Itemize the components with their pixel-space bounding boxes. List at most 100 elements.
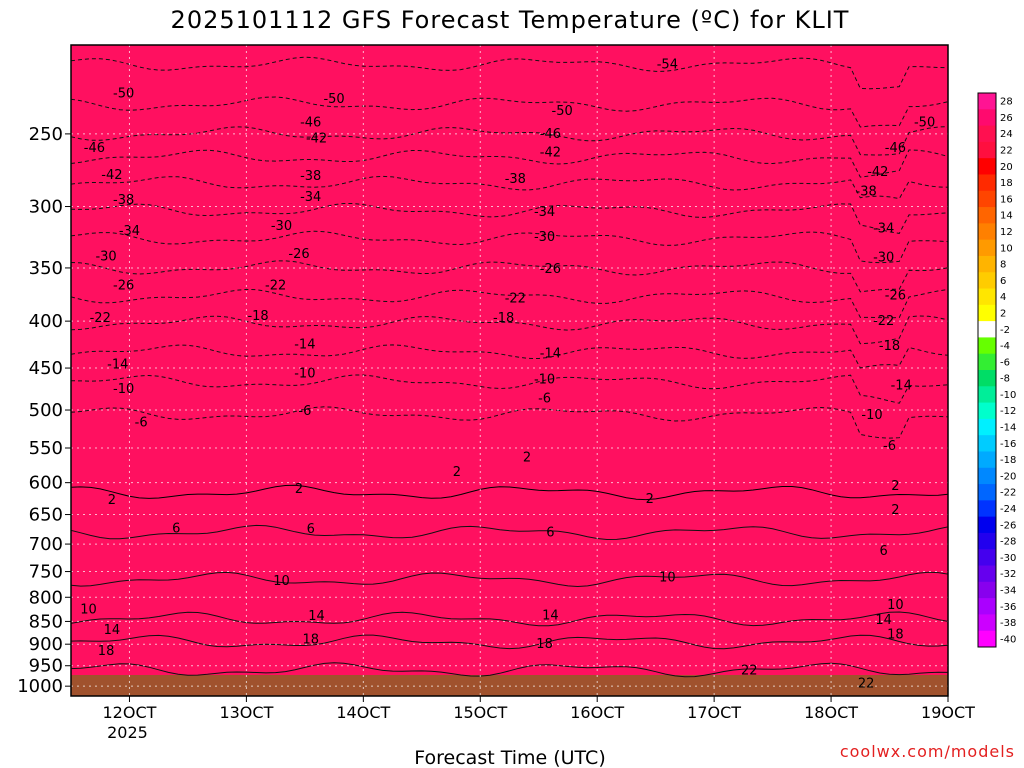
contour-label: 2 (891, 479, 899, 494)
colorbar-label: -40 (1000, 634, 1016, 645)
colorbar-swatch (978, 141, 996, 159)
contour-label: -42 (540, 146, 561, 161)
contour-label: 2 (646, 492, 654, 507)
contour-line (71, 344, 948, 369)
contour-label: -18 (879, 339, 900, 354)
contour-label: -34 (534, 205, 555, 220)
colorbar-label: -22 (1000, 488, 1016, 499)
colorbar-swatch (978, 288, 996, 306)
contour-label: -30 (534, 230, 555, 245)
contour-label: -22 (265, 279, 286, 294)
contour-label: -46 (885, 141, 906, 156)
contour-label: -6 (135, 416, 148, 431)
contour-label: 18 (302, 633, 319, 648)
colorbar-label: -26 (1000, 520, 1016, 531)
contour-label: 6 (546, 526, 554, 541)
y-tick-label: 700 (29, 534, 63, 555)
colorbar-swatch (978, 370, 996, 387)
colorbar-swatch (978, 239, 996, 257)
colorbar-label: -24 (1000, 504, 1016, 515)
y-tick-label: 350 (29, 258, 63, 279)
colorbar-label: 12 (1000, 227, 1013, 238)
contour-line (71, 260, 948, 293)
contour-label: -10 (861, 408, 882, 423)
contour-label: 10 (273, 574, 290, 589)
colorbar-label: 4 (1000, 292, 1006, 303)
contour-label: -6 (883, 439, 896, 454)
y-tick-label: 750 (29, 562, 63, 583)
contour-label: -10 (294, 366, 315, 381)
contour-line (71, 406, 948, 439)
colorbar-swatch (978, 174, 996, 192)
contour-label: -26 (885, 288, 906, 303)
y-tick-label: 550 (29, 438, 63, 459)
contour-label: -34 (300, 190, 321, 205)
contour-label: -34 (119, 224, 140, 239)
contour-label: -22 (873, 314, 894, 329)
contour-label: -50 (323, 92, 344, 107)
colorbar-label: 20 (1000, 162, 1013, 173)
contour-line (71, 126, 948, 156)
contour-label: 14 (104, 623, 121, 638)
contour-label: -14 (107, 357, 128, 372)
contour-label: 14 (308, 609, 325, 624)
colorbar-swatch (978, 614, 996, 632)
y-tick-label: 950 (29, 656, 63, 677)
y-tick-label: 650 (29, 505, 63, 526)
contour-label: -42 (306, 132, 327, 147)
contour-label: 6 (172, 521, 180, 536)
x-tick-label: 16OCT (570, 703, 624, 722)
contour-line (71, 56, 948, 90)
contour-label: 10 (887, 598, 904, 613)
colorbar: 28 26 24 22 20 18 16 14 12 10 8 6 4 2 -2 -4 -6 -8 -10 -12 -1… (977, 92, 1016, 648)
y-axis: 2503003504004505005506006507007508008509… (17, 124, 71, 697)
colorbar-swatch (978, 321, 996, 338)
contour-label: -26 (288, 247, 309, 262)
colorbar-label: 18 (1000, 178, 1013, 189)
contour-label: -46 (84, 141, 105, 156)
colorbar-frame (977, 92, 997, 648)
contour-label: -6 (538, 392, 551, 407)
colorbar-label: -36 (1000, 602, 1016, 613)
colorbar-label: -30 (1000, 553, 1016, 564)
contour-label: 18 (98, 644, 115, 659)
contour-label: 2 (108, 493, 116, 508)
colorbar-swatch (978, 516, 996, 534)
contour-label: -38 (505, 172, 526, 187)
y-tick-label: 600 (29, 473, 63, 494)
contour-label: -54 (657, 57, 678, 72)
contour-label: -18 (247, 309, 268, 324)
colorbar-swatch (978, 93, 996, 110)
colorbar-label: -2 (1000, 325, 1010, 336)
colorbar-swatch (978, 532, 996, 550)
colorbar-swatch (978, 125, 996, 143)
contour-label: -42 (101, 168, 122, 183)
contour-label: -6 (298, 404, 311, 419)
contour-label: 22 (741, 664, 758, 679)
colorbar-label: 8 (1000, 260, 1006, 271)
colorbar-label: -12 (1000, 406, 1016, 417)
colorbar-swatch (978, 353, 996, 371)
colorbar-label: -38 (1000, 618, 1016, 629)
contour-line (71, 288, 948, 319)
colorbar-swatch (978, 418, 996, 436)
colorbar-label: -10 (1000, 390, 1016, 401)
contour-label: -50 (113, 87, 134, 102)
contour-label: -46 (300, 116, 321, 131)
colorbar-swatch (978, 223, 996, 241)
contour-label: -30 (873, 251, 894, 266)
contour-label: 10 (80, 603, 97, 618)
colorbar-swatch (978, 386, 996, 404)
contour-label: 6 (307, 522, 315, 537)
y-tick-label: 300 (29, 197, 63, 218)
colorbar-swatch (978, 207, 996, 224)
contour-label: -38 (300, 169, 321, 184)
contour-label: -26 (540, 262, 561, 277)
contour-line (71, 571, 948, 588)
contour-label: -38 (856, 185, 877, 200)
colorbar-swatch (978, 435, 996, 452)
colorbar-swatch (978, 255, 996, 273)
x-tick-sublabel: 2025 (107, 723, 148, 742)
contour-label: -30 (271, 219, 292, 234)
